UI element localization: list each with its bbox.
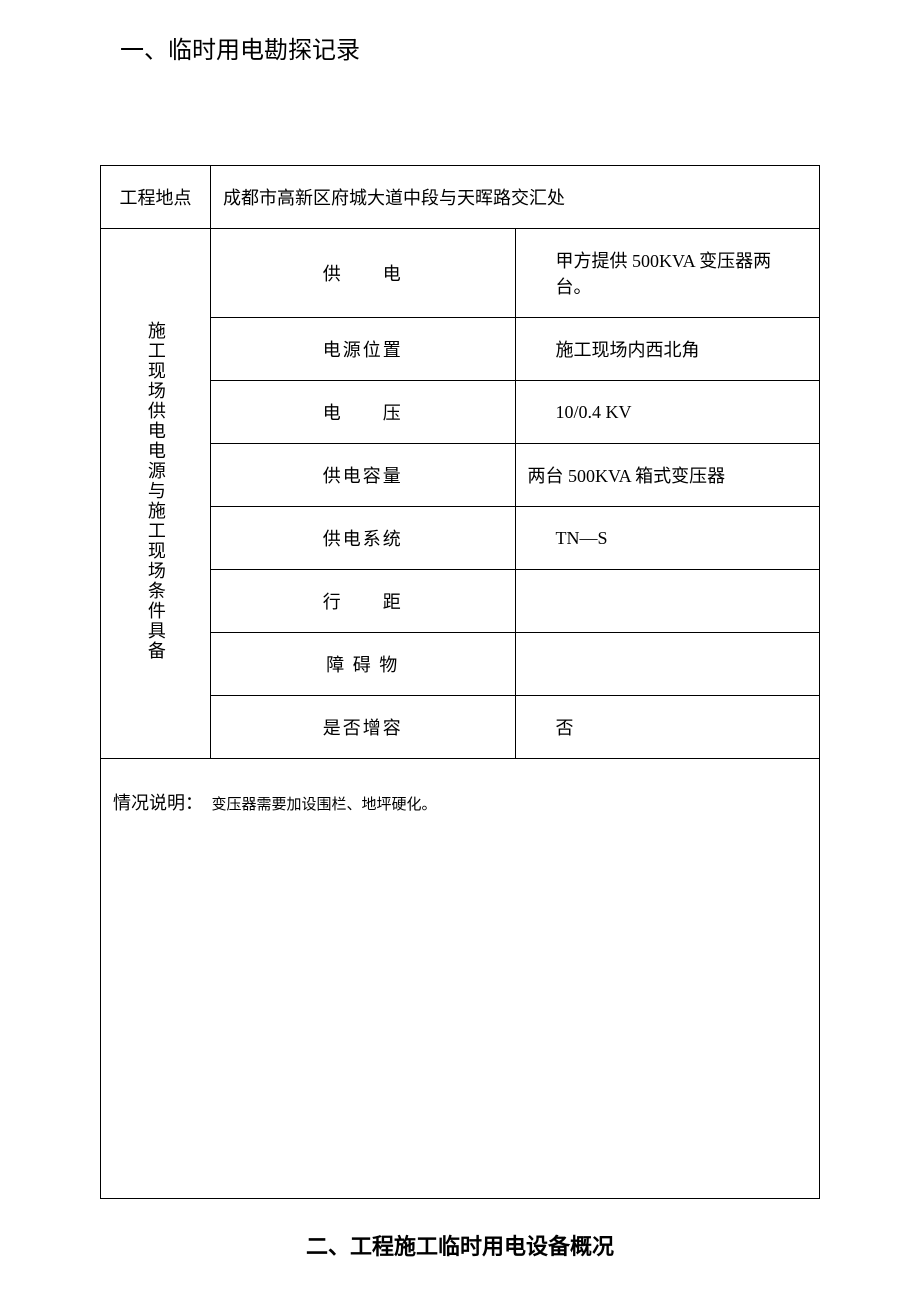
value-project-location: 成都市高新区府城大道中段与天晖路交汇处 — [211, 166, 820, 229]
label-obstacle: 障 碍 物 — [211, 633, 516, 696]
label-power-location: 电源位置 — [211, 318, 516, 381]
label-expansion: 是否增容 — [211, 696, 516, 759]
situation-cell: 情况说明： 变压器需要加设围栏、地坪硬化。 — [101, 759, 820, 1199]
section-2-heading: 二、工程施工临时用电设备概况 — [100, 1229, 820, 1261]
survey-record-table: 工程地点 成都市高新区府城大道中段与天晖路交汇处 施工现场供电电源与施工现场条件… — [100, 165, 820, 1199]
situation-value: 变压器需要加设围栏、地坪硬化。 — [212, 797, 437, 813]
value-system: TN—S — [515, 507, 820, 570]
section-1-heading: 一、临时用电勘探记录 — [120, 30, 820, 65]
value-voltage: 10/0.4 KV — [515, 381, 820, 444]
value-power-supply: 甲方提供 500KVA 变压器两台。 — [515, 229, 820, 318]
table-row: 施工现场供电电源与施工现场条件具备 供 电 甲方提供 500KVA 变压器两台。 — [101, 229, 820, 318]
situation-label: 情况说明： — [113, 793, 203, 813]
label-site-conditions-vertical: 施工现场供电电源与施工现场条件具备 — [101, 229, 211, 759]
label-power-supply: 供 电 — [211, 229, 516, 318]
label-system: 供电系统 — [211, 507, 516, 570]
label-voltage: 电 压 — [211, 381, 516, 444]
vertical-label-text: 施工现场供电电源与施工现场条件具备 — [141, 321, 170, 661]
table-row-location: 工程地点 成都市高新区府城大道中段与天晖路交汇处 — [101, 166, 820, 229]
value-power-location: 施工现场内西北角 — [515, 318, 820, 381]
label-distance: 行 距 — [211, 570, 516, 633]
value-obstacle — [515, 633, 820, 696]
label-capacity: 供电容量 — [211, 444, 516, 507]
value-distance — [515, 570, 820, 633]
table-row-situation: 情况说明： 变压器需要加设围栏、地坪硬化。 — [101, 759, 820, 1199]
value-expansion: 否 — [515, 696, 820, 759]
value-capacity: 两台 500KVA 箱式变压器 — [515, 444, 820, 507]
label-project-location: 工程地点 — [101, 166, 211, 229]
